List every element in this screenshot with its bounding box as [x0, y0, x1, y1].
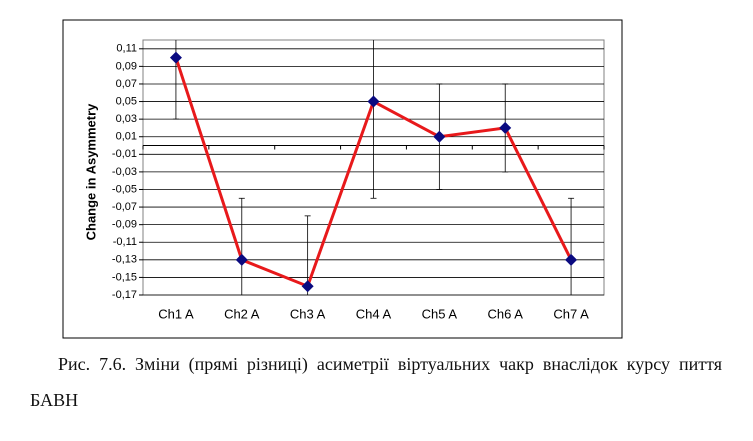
- marker: [433, 130, 446, 143]
- x-tick-label: Ch6 A: [488, 306, 524, 321]
- y-tick-label: -0,01: [112, 148, 137, 160]
- y-tick-label: 0,07: [116, 78, 137, 90]
- x-tick-label: Ch7 A: [553, 306, 589, 321]
- y-tick-label: -0,13: [112, 254, 137, 266]
- x-tick-label: Ch4 A: [356, 306, 392, 321]
- y-tick-label: -0,07: [112, 201, 137, 213]
- y-axis-label: Change in Asymmetry: [83, 103, 98, 241]
- y-tick-label: 0,05: [116, 95, 137, 107]
- chart: Change in Asymmetry 0,11 0,09 0,07 0,05 0,03…: [62, 19, 623, 339]
- x-tick-label: Ch3 A: [290, 306, 326, 321]
- y-tick-label: 0,01: [116, 131, 137, 143]
- y-tick-label: 0,03: [116, 113, 137, 125]
- marker: [499, 121, 512, 134]
- marker: [367, 95, 380, 108]
- y-tick-label: -0,03: [112, 166, 137, 178]
- y-tick-label: -0,11: [113, 236, 137, 248]
- y-tick-label: -0,17: [112, 289, 137, 301]
- marker: [169, 51, 182, 64]
- caption: Рис. 7.6. Зміни (прямі різниці) асиметрі…: [30, 354, 722, 410]
- y-tick-label: -0,15: [112, 271, 137, 283]
- y-tick-label: -0,09: [112, 219, 137, 231]
- y-tick-label: -0,05: [112, 183, 137, 195]
- y-tick-label: 0,09: [116, 60, 137, 72]
- marker: [301, 280, 314, 293]
- x-tick-label: Ch2 A: [224, 306, 260, 321]
- x-tick-label: Ch1 A: [158, 306, 194, 321]
- marker: [565, 253, 578, 266]
- marker: [235, 253, 248, 266]
- x-tick-label: Ch5 A: [422, 306, 458, 321]
- y-tick-label: 0,11: [116, 43, 137, 55]
